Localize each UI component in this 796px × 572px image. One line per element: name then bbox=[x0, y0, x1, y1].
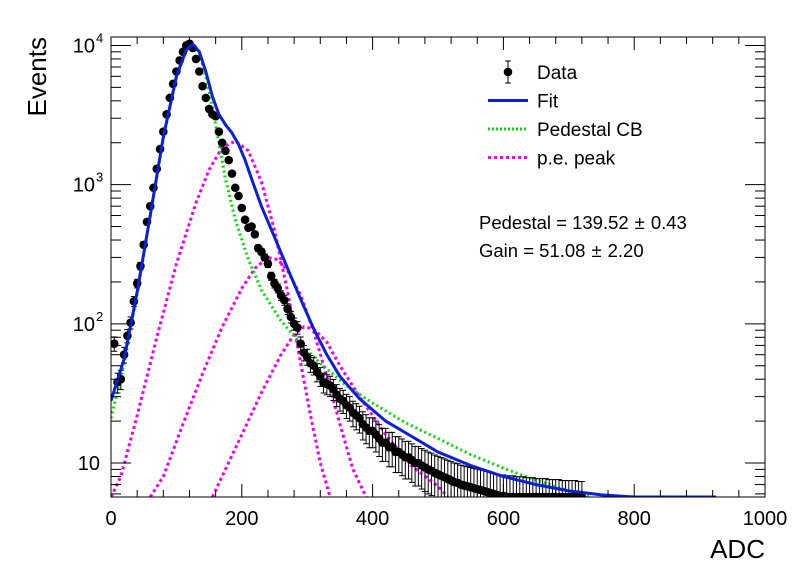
legend-label: p.e. peak bbox=[537, 149, 616, 170]
legend-label: Pedestal CB bbox=[537, 120, 643, 141]
data-point bbox=[266, 271, 276, 281]
fit-annotation-value: Gain = 51.08 bbox=[479, 240, 585, 261]
legend-marker-dot bbox=[503, 67, 513, 77]
data-point bbox=[227, 169, 237, 178]
data-point bbox=[240, 215, 250, 224]
x-tick-label: 400 bbox=[356, 508, 389, 530]
fit-annotation: Pedestal = 139.52 ±0.43 bbox=[479, 212, 687, 233]
data-point bbox=[191, 54, 201, 64]
data-point bbox=[263, 259, 273, 269]
data-point bbox=[260, 253, 269, 262]
legend-item-pedestal-cb: Pedestal CB bbox=[488, 120, 643, 141]
legend-item-fit: Fit bbox=[488, 92, 559, 113]
data-point bbox=[201, 93, 211, 103]
x-tick-label: 800 bbox=[618, 508, 651, 530]
y-tick-label: 10 bbox=[78, 453, 100, 475]
data-point bbox=[214, 127, 224, 137]
plot-area bbox=[111, 39, 716, 497]
fit-annotation-pm: ± bbox=[591, 240, 601, 261]
x-tick-label: 200 bbox=[225, 508, 258, 530]
fit-annotation-value: Pedestal = 139.52 bbox=[479, 212, 629, 233]
y-tick-exponent: 4 bbox=[96, 30, 103, 45]
y-tick-exponent: 3 bbox=[96, 170, 103, 185]
legend: Data Fit Pedestal CB p.e. peak bbox=[488, 60, 643, 170]
y-tick-label: 10 bbox=[73, 314, 95, 336]
data-point bbox=[247, 222, 256, 231]
data-point bbox=[221, 146, 230, 156]
data-point bbox=[237, 203, 247, 213]
x-tick-label: 1000 bbox=[743, 508, 788, 530]
data-point bbox=[224, 155, 234, 165]
fit-curve bbox=[111, 42, 716, 497]
fit-annotation: Gain = 51.08 ±2.20 bbox=[479, 240, 644, 261]
legend-item-p-e-peak: p.e. peak bbox=[488, 149, 616, 170]
x-tick-label: 0 bbox=[105, 508, 116, 530]
legend-label: Fit bbox=[537, 92, 559, 113]
fit-annotation-error: 0.43 bbox=[651, 212, 687, 233]
y-tick-exponent: 2 bbox=[96, 309, 103, 324]
y-axis-label: Events bbox=[22, 37, 52, 117]
data-point bbox=[230, 183, 240, 193]
x-axis-label: ADC bbox=[710, 534, 765, 564]
legend-label: Data bbox=[537, 63, 578, 84]
data-point bbox=[217, 138, 227, 148]
fit-annotation-error: 2.20 bbox=[608, 240, 644, 261]
x-tick-label: 600 bbox=[487, 508, 520, 530]
pe-peak-curve-1 bbox=[111, 139, 332, 497]
data-point bbox=[286, 312, 296, 322]
y-tick-label: 10 bbox=[73, 175, 95, 197]
data-point bbox=[280, 295, 289, 305]
data-point bbox=[194, 67, 204, 76]
legend-item-data: Data bbox=[503, 60, 578, 84]
y-tick-label: 10 bbox=[73, 35, 95, 57]
data-point bbox=[234, 191, 243, 201]
data-point bbox=[293, 323, 302, 332]
fit-annotation-pm: ± bbox=[635, 212, 645, 233]
data-point bbox=[198, 81, 207, 91]
plot-frame bbox=[110, 36, 766, 498]
data-point bbox=[250, 229, 260, 239]
fit-annotations: Pedestal = 139.52 ±0.43 Gain = 51.08 ±2.20 bbox=[479, 212, 687, 261]
data-point bbox=[302, 352, 312, 362]
